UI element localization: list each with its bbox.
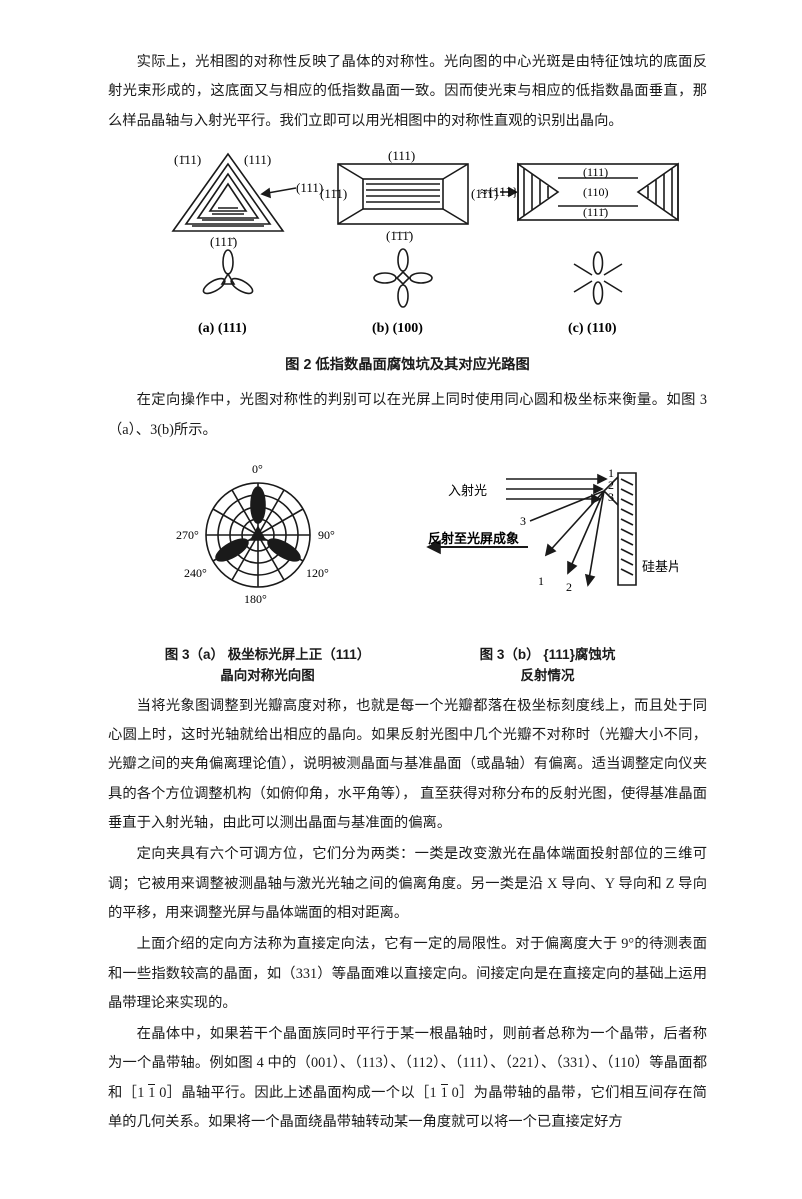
lbl: (111̄) <box>583 205 608 219</box>
fig2c-sub: (c) (110) <box>568 321 617 336</box>
deg120: 120° <box>306 566 329 580</box>
deg240: 240° <box>184 566 207 580</box>
ray2b: 2 <box>566 580 572 594</box>
lbl: (111) <box>244 152 271 167</box>
fig3b-cap-l1: 图 3（b） {111}腐蚀坑 <box>480 647 616 662</box>
deg270: 270° <box>176 528 199 542</box>
reflect-label: 反射至光屏成象 <box>428 531 519 546</box>
fig2a-sub: (a) (111) <box>198 321 247 336</box>
fig3a-cap-l2: 晶向对称光向图 <box>220 668 315 683</box>
figure-3-svg: 0° 90° 120° 180° 240° 270° <box>138 455 678 630</box>
p6-b: 0］晶轴平行。因此上述晶面构成一个以［1 <box>155 1085 440 1101</box>
lbl: (111) <box>583 165 608 179</box>
p6-bar2: 1 <box>441 1085 448 1101</box>
figure-3: 0° 90° 120° 180° 240° 270° <box>108 455 707 686</box>
deg0: 0° <box>252 462 263 476</box>
lbl: (11̄1) <box>320 186 347 201</box>
lbl: (110) <box>583 185 609 199</box>
figure-2-svg: (1̄11) (111) (111) (111̄) (a) (111) <box>128 146 688 336</box>
lbl: (111) <box>388 148 415 163</box>
deg180: 180° <box>244 592 267 606</box>
paragraph-4: 定向夹具有六个可调方位，它们分为两类：一类是改变激光在晶体端面投射部位的三维可调… <box>108 840 707 928</box>
figure-2: (1̄11) (111) (111) (111̄) (a) (111) <box>108 146 707 381</box>
wafer-label: 硅基片 <box>642 559 678 574</box>
paragraph-6: 在晶体中，如果若干个晶面族同时平行于某一根晶轴时，则前者总称为一个晶带，后者称为… <box>108 1020 707 1137</box>
deg90: 90° <box>318 528 335 542</box>
ray1b: 1 <box>538 574 544 588</box>
lbl: ≈{111} <box>480 184 518 199</box>
fig2b-sub: (b) (100) <box>372 321 423 336</box>
figure-3a-caption: 图 3（a） 极坐标光屏上正（111） 晶向对称光向图 <box>158 645 378 686</box>
paragraph-2: 在定向操作中，光图对称性的判别可以在光屏上同时使用同心圆和极坐标来衡量。如图 3… <box>108 386 707 445</box>
paragraph-5: 上面介绍的定向方法称为直接定向法，它有一定的局限性。对于偏离度大于 9°的待测表… <box>108 930 707 1018</box>
figure-3b-caption: 图 3（b） {111}腐蚀坑 反射情况 <box>438 645 658 686</box>
fig3a-cap-l1: 图 3（a） 极坐标光屏上正（111） <box>165 647 371 662</box>
lbl: (1̄11) <box>174 152 201 167</box>
paragraph-3: 当将光象图调整到光瓣高度对称，也就是每一个光瓣都落在极坐标刻度线上，而且处于同心… <box>108 692 707 838</box>
fig3b-cap-l2: 反射情况 <box>521 668 575 683</box>
ray3b: 3 <box>520 514 526 528</box>
lbl: (111̄) <box>210 234 237 249</box>
figure-2-caption: 图 2 低指数晶面腐蚀坑及其对应光路图 <box>108 351 707 380</box>
lbl: (1̄1̄1̄) <box>386 228 413 243</box>
ray3: 3 <box>608 490 614 504</box>
page: 实际上，光相图的对称性反映了晶体的对称性。光向图的中心光斑是由特征蚀坑的底面反射… <box>0 0 802 1199</box>
incident-label: 入射光 <box>448 483 487 498</box>
p6-bar: 1 <box>148 1085 155 1101</box>
paragraph-1: 实际上，光相图的对称性反映了晶体的对称性。光向图的中心光斑是由特征蚀坑的底面反射… <box>108 48 707 136</box>
